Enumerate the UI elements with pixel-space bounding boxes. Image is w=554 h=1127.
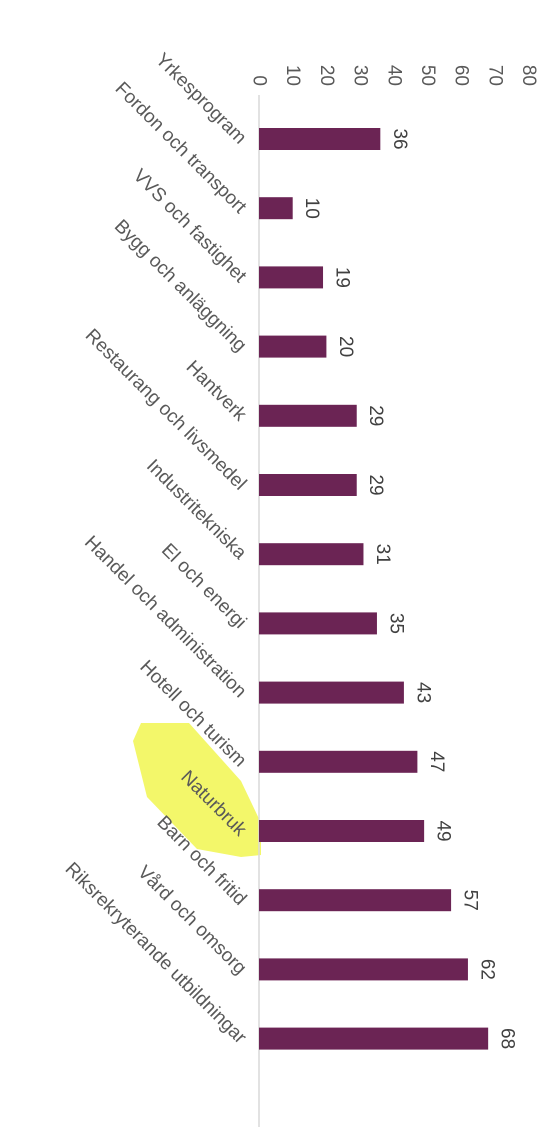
category-label: VVS och fastighet <box>129 165 251 287</box>
highlight-layer <box>133 723 261 857</box>
tick-label: 0 <box>249 75 270 86</box>
tick-label: 80 <box>518 65 539 86</box>
data-label: 35 <box>385 613 406 634</box>
value-axis-ticks: 0 10 20 30 40 50 60 70 80 <box>249 65 540 86</box>
bar <box>259 404 357 427</box>
data-label: 31 <box>372 544 393 565</box>
data-label: 19 <box>332 267 353 288</box>
bar <box>259 820 425 842</box>
bar <box>259 128 381 150</box>
bar <box>259 612 377 635</box>
tick-label: 40 <box>383 65 404 86</box>
tick-label: 50 <box>417 65 438 86</box>
data-label: 68 <box>497 1028 518 1049</box>
category-label: Bygg och anläggning <box>110 216 250 356</box>
bar <box>259 889 452 912</box>
data-label: 57 <box>460 890 481 911</box>
data-label: 47 <box>426 751 447 772</box>
tick-label: 10 <box>282 65 303 86</box>
bar <box>259 543 364 566</box>
data-label: 29 <box>365 474 386 495</box>
tick-label: 30 <box>350 65 371 86</box>
tick-label: 70 <box>484 65 505 86</box>
data-label: 29 <box>365 405 386 426</box>
data-label: 49 <box>433 820 454 841</box>
bar <box>259 958 468 981</box>
category-label: Hantverk <box>182 357 251 426</box>
data-labels: 36 10 19 20 29 29 31 35 43 47 49 57 62 68 <box>301 128 517 1049</box>
bar <box>259 197 293 220</box>
highlight-marker <box>133 723 261 857</box>
bar <box>259 681 404 704</box>
data-label: 20 <box>335 336 356 357</box>
bar <box>259 335 327 358</box>
bar <box>259 1027 489 1050</box>
data-label: 43 <box>412 682 433 703</box>
category-label: Fordon och transport <box>111 78 251 218</box>
bars <box>259 128 489 1050</box>
data-label: 36 <box>389 128 410 149</box>
tick-label: 20 <box>316 65 337 86</box>
data-label: 62 <box>476 959 497 980</box>
data-label: 10 <box>301 198 322 219</box>
bar <box>259 266 324 289</box>
tick-label: 60 <box>451 65 472 86</box>
bar <box>259 474 357 496</box>
bar <box>259 750 418 773</box>
